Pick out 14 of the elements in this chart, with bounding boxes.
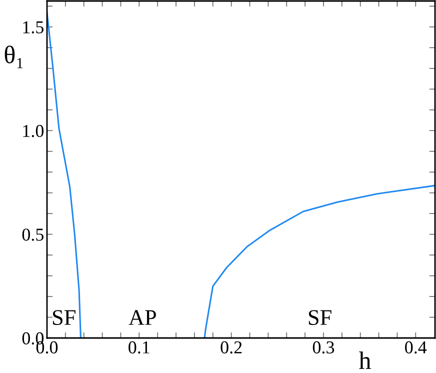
x-tick-label: 0.3 bbox=[312, 341, 334, 354]
annotation: SF bbox=[308, 310, 332, 326]
y-axis-title: θ₁ bbox=[4, 46, 23, 68]
y-tick-label: 0.5 bbox=[22, 228, 44, 241]
y-tick-label: 1.5 bbox=[23, 21, 44, 34]
x-tick-label: 0.4 bbox=[405, 341, 427, 354]
annotation: AP bbox=[128, 310, 156, 325]
line-series bbox=[47, 12, 82, 338]
line-series bbox=[204, 184, 435, 338]
x-tick-label: 0.2 bbox=[220, 341, 242, 354]
x-axis-title: h bbox=[358, 351, 371, 369]
annotation: SF bbox=[52, 310, 76, 326]
y-tick-label: 1.0 bbox=[23, 124, 44, 138]
x-tick-label: 0.1 bbox=[128, 341, 150, 354]
